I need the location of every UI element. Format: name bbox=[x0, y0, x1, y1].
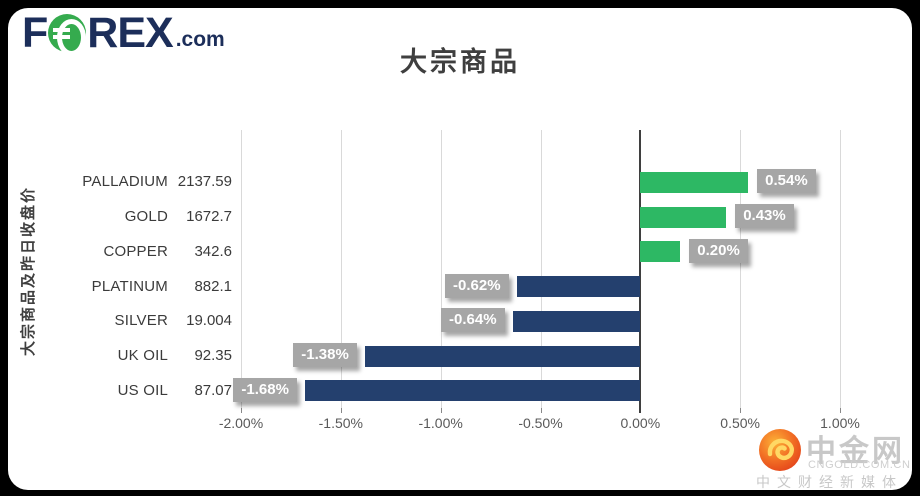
x-tick-label: -1.00% bbox=[418, 415, 463, 431]
axis-tick bbox=[440, 408, 442, 413]
bar-value-label: 0.54% bbox=[757, 169, 816, 194]
axis-tick bbox=[241, 408, 242, 413]
x-tick-label: 0.50% bbox=[720, 415, 760, 431]
axis-tick bbox=[740, 408, 742, 413]
category-price: 1672.7 bbox=[186, 208, 232, 226]
category-label: GOLD 1672.7 bbox=[38, 208, 232, 225]
category-label: PALLADIUM 2137.59 bbox=[38, 173, 232, 190]
x-tick-label: -0.50% bbox=[518, 415, 563, 431]
zero-axis-line bbox=[639, 130, 642, 413]
cngold-watermark: 中金网 CNGOLD.COM.CN 中文财经新媒体 bbox=[756, 428, 918, 490]
bar-value-label: -0.62% bbox=[445, 273, 509, 298]
axis-tick bbox=[540, 408, 542, 413]
category-price: 19.004 bbox=[186, 312, 232, 330]
gridline bbox=[241, 130, 242, 408]
gridline bbox=[340, 130, 342, 408]
category-price: 342.6 bbox=[194, 242, 232, 260]
category-name: PLATINUM bbox=[91, 277, 168, 295]
bar-value-label: -1.38% bbox=[293, 343, 357, 368]
category-name: GOLD bbox=[124, 208, 168, 226]
bar bbox=[640, 171, 749, 193]
category-price: 882.1 bbox=[194, 277, 232, 295]
cngold-name: 中金网 bbox=[806, 435, 905, 468]
bar bbox=[516, 276, 641, 298]
bar bbox=[304, 380, 641, 402]
bar-value-label: 0.43% bbox=[735, 204, 794, 229]
forex-logo-f: F bbox=[22, 9, 48, 57]
forex-logo: F REX .com bbox=[22, 10, 225, 56]
chart-card bbox=[8, 8, 912, 490]
gridline bbox=[740, 130, 742, 408]
gridline bbox=[440, 130, 442, 408]
bar bbox=[512, 310, 641, 332]
category-label: SILVER 19.004 bbox=[38, 312, 232, 329]
bar-value-label: -1.68% bbox=[233, 377, 297, 402]
forex-logo-rex: REX bbox=[87, 9, 173, 57]
category-name: COPPER bbox=[103, 242, 168, 260]
category-label: COPPER 342.6 bbox=[38, 243, 232, 260]
category-label: UK OIL 92.35 bbox=[38, 347, 232, 364]
axis-tick bbox=[340, 408, 342, 413]
bar-value-label: -0.64% bbox=[441, 308, 505, 333]
gridline bbox=[840, 130, 841, 408]
x-tick-label: 0.00% bbox=[620, 415, 661, 431]
x-tick-label: -1.50% bbox=[318, 415, 363, 431]
category-price: 2137.59 bbox=[177, 173, 232, 191]
category-label: US OIL 87.07 bbox=[38, 382, 232, 399]
cngold-tagline: 中文财经新媒体 bbox=[756, 474, 903, 490]
bar bbox=[364, 345, 641, 367]
gridline bbox=[540, 130, 542, 408]
category-price: 92.35 bbox=[194, 347, 232, 365]
bar bbox=[640, 241, 681, 263]
category-price: 87.07 bbox=[194, 381, 232, 399]
cngold-logo-icon bbox=[758, 428, 802, 472]
forex-logo-o-icon bbox=[48, 14, 87, 56]
category-name: UK OIL bbox=[117, 347, 168, 365]
chart-title: 大宗商品 bbox=[400, 47, 520, 77]
category-name: SILVER bbox=[114, 312, 168, 330]
forex-logo-dotcom: .com bbox=[175, 28, 225, 51]
cngold-domain: CNGOLD.COM.CN bbox=[808, 459, 911, 471]
category-label: PLATINUM 882.1 bbox=[38, 278, 232, 295]
axis-tick bbox=[840, 408, 841, 413]
x-tick-label: 1.00% bbox=[820, 415, 860, 431]
bar-value-label: 0.20% bbox=[689, 238, 748, 263]
x-tick-label: -2.00% bbox=[218, 415, 264, 431]
category-name: US OIL bbox=[117, 381, 168, 399]
category-name: PALLADIUM bbox=[82, 173, 168, 191]
bar bbox=[640, 206, 727, 228]
